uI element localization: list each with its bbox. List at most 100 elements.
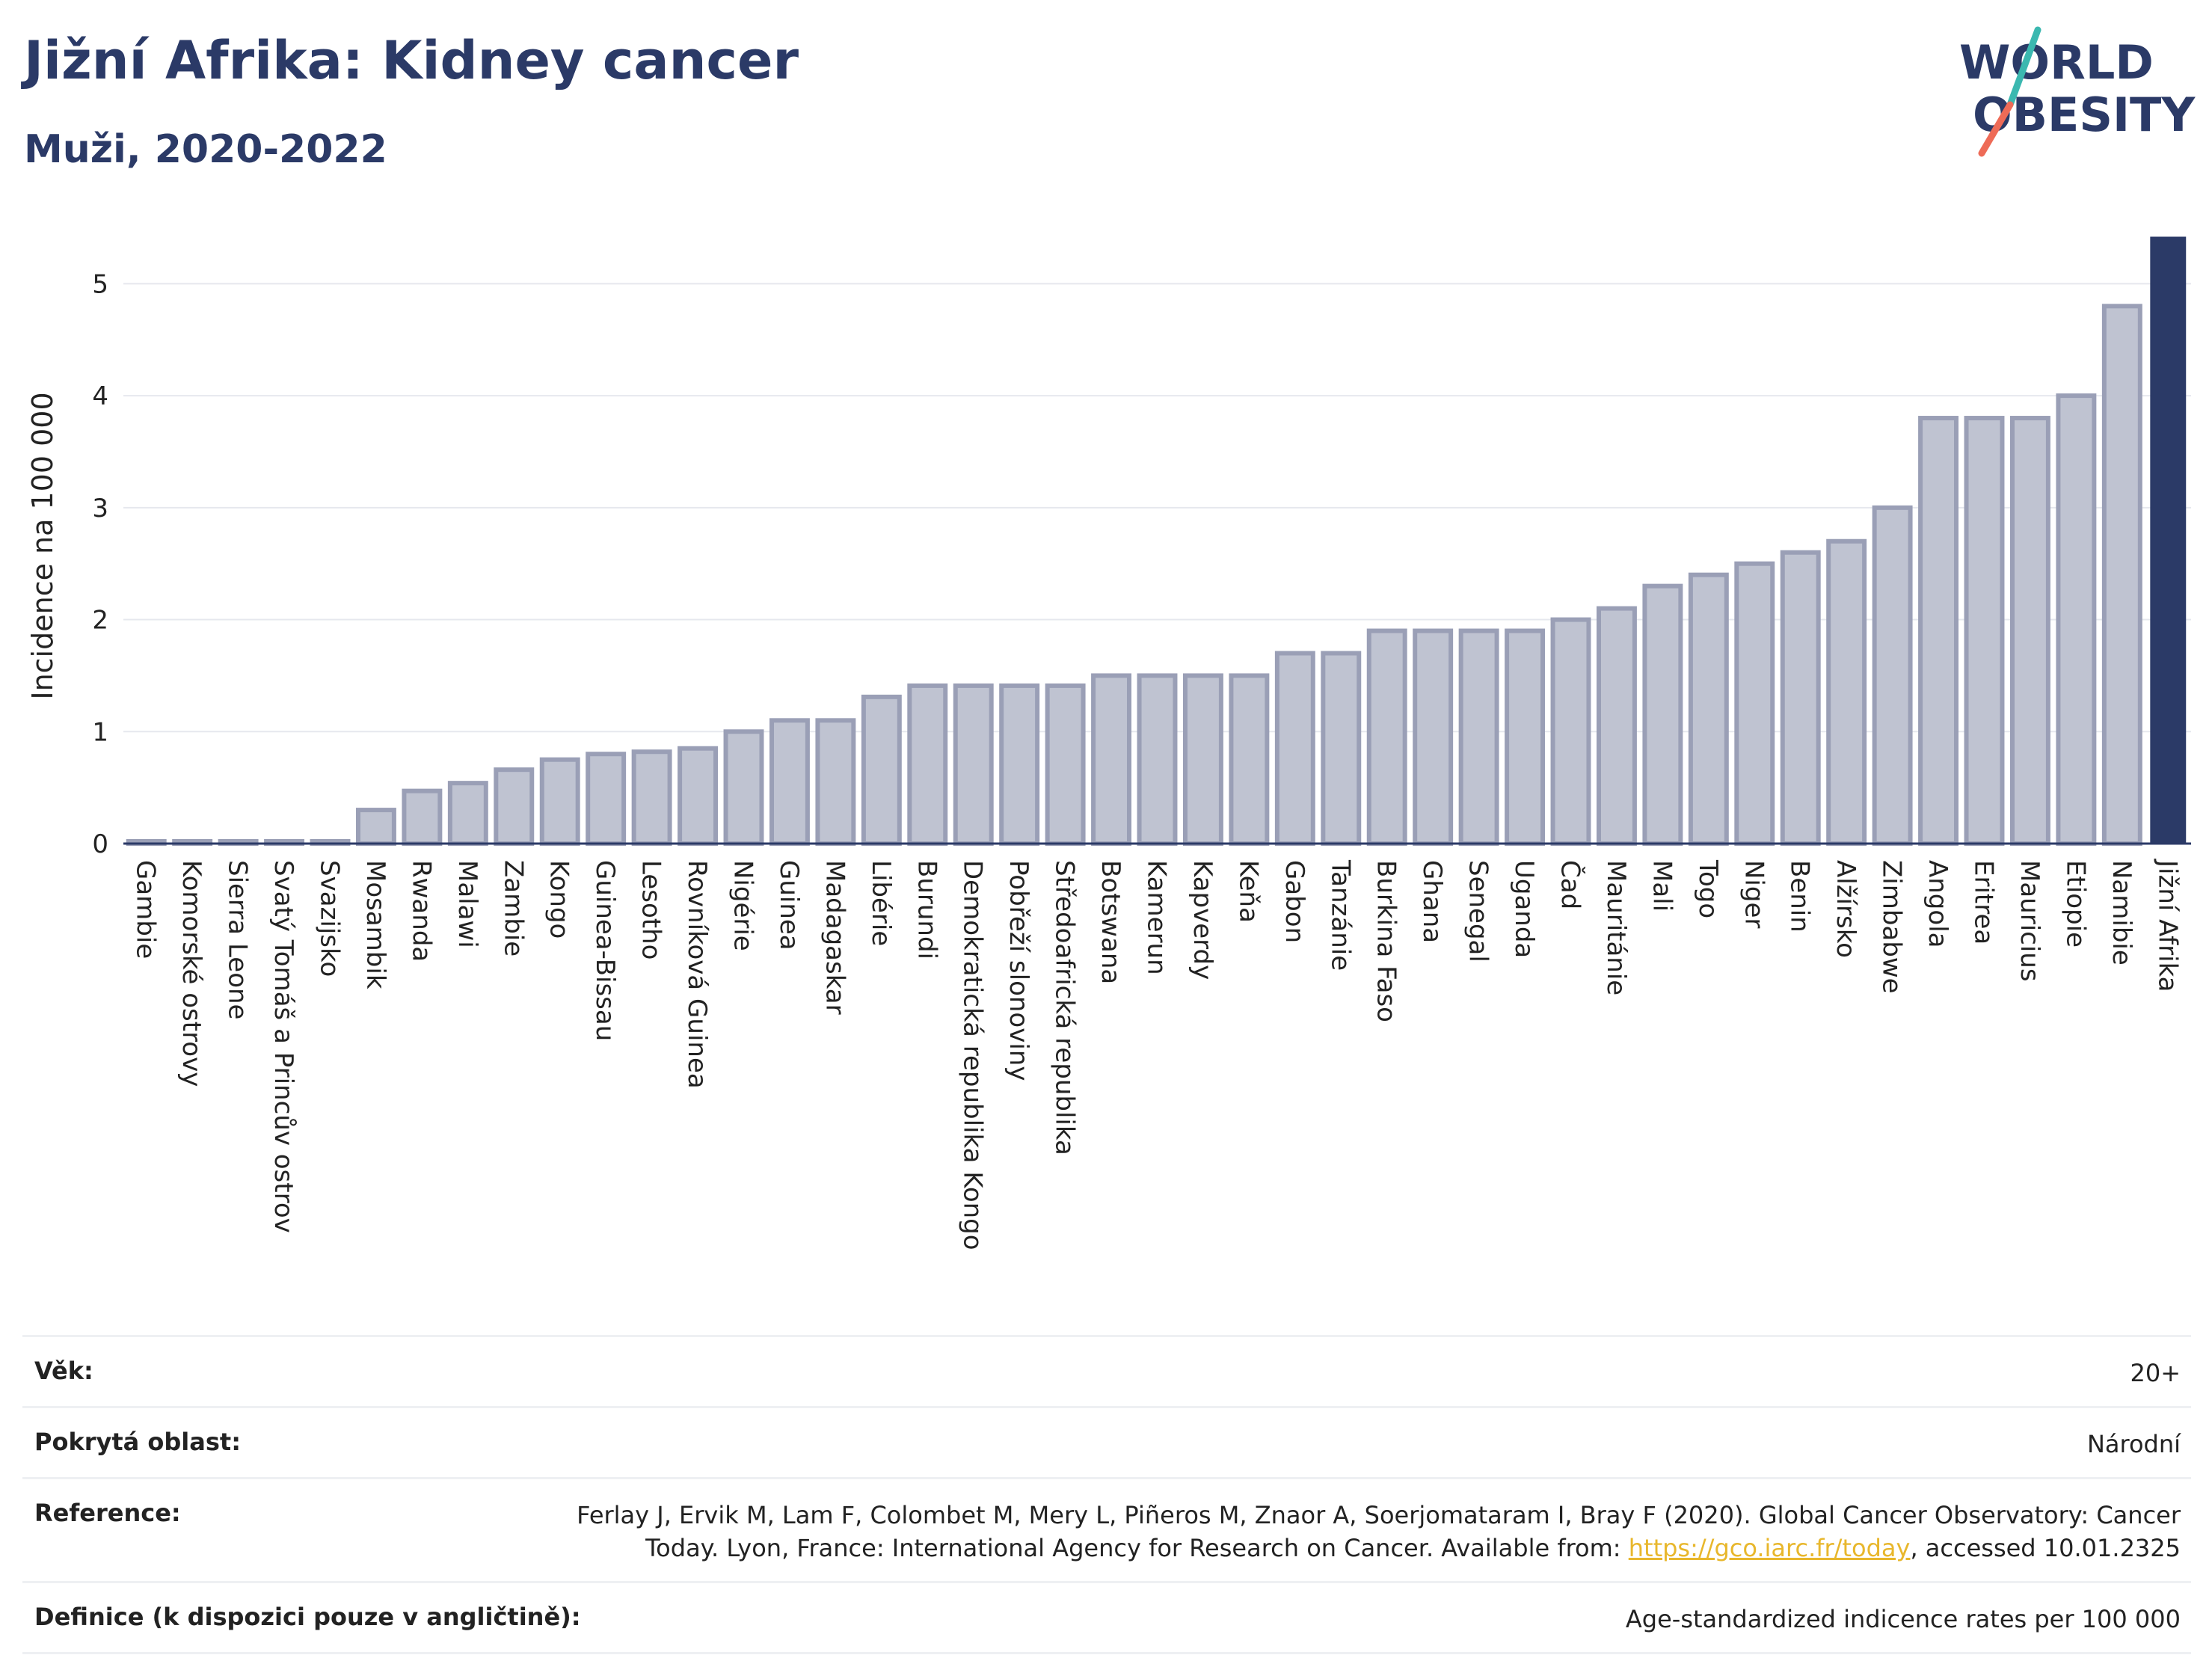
x-tick-label: Demokratická republika Kongo [958,860,988,1250]
bar-10 [539,757,580,846]
bar-15 [769,718,810,846]
y-tick-label: 2 [92,606,108,636]
x-tick-label: Guinea-Bissau [590,860,620,1041]
bar-20 [999,683,1040,846]
y-tick-label: 5 [92,269,108,299]
x-tick-label: Madagaskar [820,860,850,1015]
x-tick-label: Eritrea [1969,860,1999,945]
bar-9 [494,767,535,846]
x-tick-label: Kapverdy [1188,860,1217,980]
world-obesity-logo: WORLD OBESITY [1959,26,2196,157]
logo-slash-teal [2006,26,2042,108]
bar-37 [1780,550,1821,846]
bar-39 [1872,505,1913,846]
bar-31 [1505,628,1546,846]
reference-text-accessed: , accessed 10.01.2325 [1910,1534,2181,1562]
bar-7 [402,788,443,847]
x-tick-label: Kongo [544,860,574,939]
bar-30 [1458,628,1499,846]
x-tick-label: Angola [1923,860,1953,948]
bar-41 [1964,416,2005,846]
x-tick-label: Alžírsko [1831,860,1861,958]
bar-36 [1734,561,1775,846]
bar-25 [1229,673,1270,846]
x-tick-label: Komorské ostrovy [176,860,206,1087]
x-tick-label: Niger [1739,860,1769,928]
x-tick-label: Libérie [866,860,896,946]
bar-33 [1596,606,1637,847]
info-label-reference: Reference: [34,1499,181,1527]
x-tick-label: Mosambik [360,860,390,989]
info-label-age: Věk: [34,1357,93,1385]
info-value-age: 20+ [2130,1359,2181,1387]
bar-29 [1413,628,1454,846]
x-tick-label: Nigérie [728,860,758,951]
logo-text-world: WORLD [1959,35,2154,90]
x-tick-label: Guinea [774,860,804,951]
x-tick-label: Lesotho [636,860,666,959]
y-tick-label: 4 [92,381,108,411]
x-tick-label: Uganda [1509,860,1539,958]
x-tick-label: Čad [1555,860,1586,909]
x-tick-label: Svazijsko [315,860,345,977]
bar-32 [1550,617,1591,847]
y-tick-label: 3 [92,494,108,523]
y-axis-label: Incidence na 100 000 [26,392,59,699]
x-tick-label: Mali [1647,860,1677,912]
bar-45 [2150,236,2187,844]
x-tick-label: Ghana [1417,860,1447,943]
x-tick-label: Pobřeží slonoviny [1004,860,1033,1081]
x-tick-label: Mauritánie [1601,860,1631,995]
bar-34 [1642,583,1683,847]
x-tick-label: Tanzánie [1325,859,1355,971]
bar-26 [1274,651,1315,846]
info-row-age: Věk: 20+ [22,1335,2191,1406]
bar-8 [447,781,488,847]
info-row-reference: Reference: Ferlay J, Ervik M, Lam F, Col… [22,1477,2191,1581]
x-tick-label: Zimbabwe [1877,860,1907,994]
x-tick-label: Zambie [498,860,528,957]
x-tick-label: Rwanda [406,860,436,962]
reference-text-line2: Today. Lyon, France: International Agenc… [645,1534,1629,1562]
logo-slash-coral [1978,101,2014,157]
info-value-reference: Ferlay J, Ervik M, Lam F, Colombet M, Me… [577,1499,2181,1565]
reference-text-line1: Ferlay J, Ervik M, Lam F, Colombet M, Me… [577,1501,2181,1529]
y-tick-label: 1 [92,717,108,747]
x-tick-label: Burkina Faso [1371,860,1401,1022]
x-tick-label: Středoafrická republika [1050,860,1080,1155]
bar-16 [815,718,856,846]
bar-43 [2056,393,2097,846]
x-tick-label: Mauricius [2015,860,2044,982]
x-tick-label: Malawi [452,860,482,948]
x-tick-label: Namibie [2107,860,2136,965]
info-row-area: Pokrytá oblast: Národní [22,1406,2191,1477]
x-tick-label: Jižní Afrika [2152,859,2182,992]
info-table: Věk: 20+ Pokrytá oblast: Národní Referen… [22,1335,2191,1654]
bar-22 [1091,673,1132,846]
x-tick-label: Etiopie [2060,860,2090,948]
x-tick-label: Svatý Tomáš a Princův ostrov [268,860,298,1233]
x-tick-label: Rovníková Guinea [682,860,712,1089]
x-tick-label: Botswana [1096,860,1125,984]
bar-42 [2009,416,2050,846]
info-value-area: Národní [2086,1430,2181,1458]
x-tick-label: Gabon [1279,860,1309,943]
chart-title: Jižní Afrika: Kidney cancer [24,30,799,91]
info-row-definition: Definice (k dispozici pouze v angličtině… [22,1581,2191,1654]
x-tick-label: Benin [1785,860,1815,933]
x-tick-label: Senegal [1463,860,1493,962]
info-label-definition: Definice (k dispozici pouze v angličtině… [34,1603,581,1631]
bar-chart: 0 1 2 3 4 5 Incidence na 100 000 Gambie Komorské… [26,236,2191,1250]
bar-27 [1321,651,1362,846]
bar-17 [861,694,902,846]
bar-24 [1182,673,1223,846]
reference-link[interactable]: https://gco.iarc.fr/today [1628,1534,1911,1562]
bar-38 [1826,538,1867,846]
x-tick-label: Kamerun [1142,860,1172,975]
x-tick-label: Togo [1693,859,1723,918]
x-tick-label: Sierra Leone [223,860,253,1019]
info-label-area: Pokrytá oblast: [34,1428,241,1456]
info-value-definition: Age-standardized indicence rates per 100… [1625,1605,2181,1633]
chart-subtitle: Muži, 2020-2022 [24,127,387,172]
bar-28 [1366,628,1407,846]
